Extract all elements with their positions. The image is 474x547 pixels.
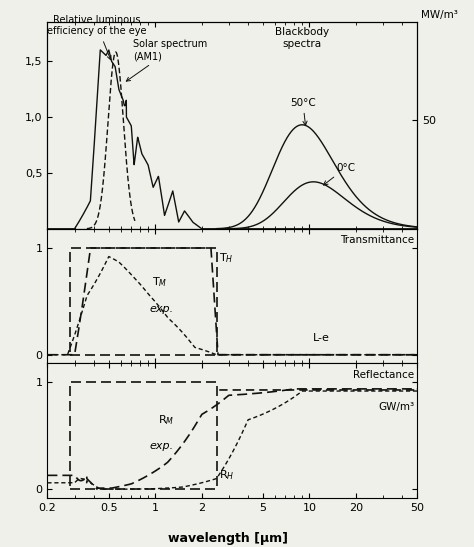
Text: Solar spectrum
(AM1): Solar spectrum (AM1): [126, 39, 208, 81]
Text: 50°C: 50°C: [290, 98, 316, 125]
Text: MW/m³: MW/m³: [421, 10, 458, 20]
Text: T$_M$: T$_M$: [152, 275, 167, 289]
Text: 0°C: 0°C: [323, 162, 356, 185]
Text: Reflectance: Reflectance: [353, 370, 414, 380]
Text: T$_H$: T$_H$: [219, 251, 234, 265]
Text: exp.: exp.: [149, 304, 173, 314]
Text: Transmittance: Transmittance: [340, 235, 414, 245]
Text: R$_M$: R$_M$: [158, 413, 175, 427]
Text: wavelength [μm]: wavelength [μm]: [167, 532, 288, 544]
Text: exp.: exp.: [149, 441, 173, 451]
Text: GW/m³: GW/m³: [378, 401, 414, 412]
Text: Relative luminous
efficiency of the eye: Relative luminous efficiency of the eye: [47, 15, 147, 60]
Text: Blackbody
spectra: Blackbody spectra: [275, 27, 329, 49]
Text: L-e: L-e: [313, 333, 330, 343]
Text: R$_H$: R$_H$: [219, 469, 235, 482]
